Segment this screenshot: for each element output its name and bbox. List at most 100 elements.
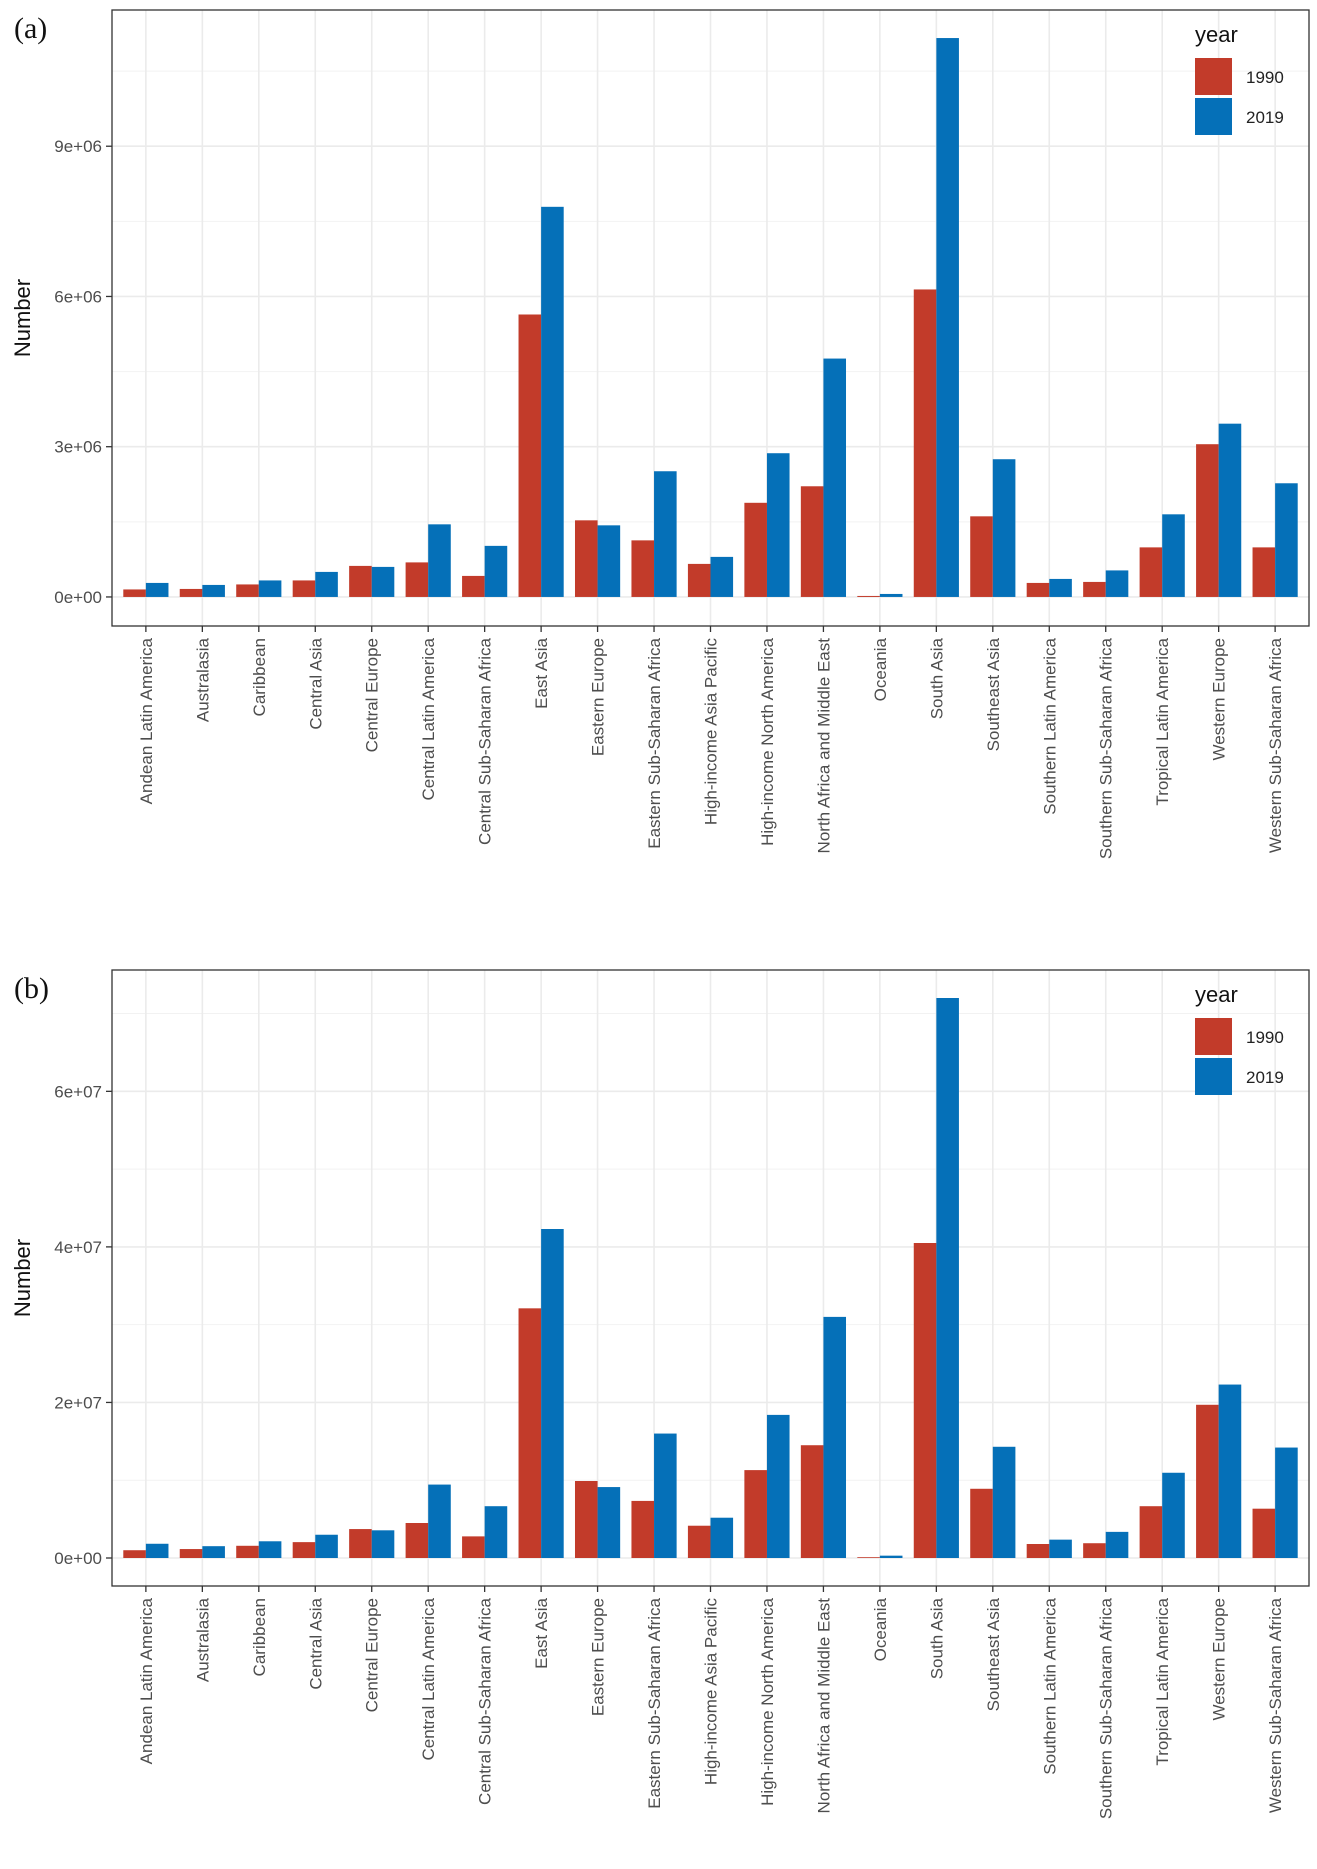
bar-2019-andean-latin-america [145, 582, 169, 597]
legend-key-2019 [1195, 1058, 1232, 1095]
legend-title: year [1195, 982, 1238, 1007]
x-tick-label: High-income Asia Pacific [702, 638, 721, 826]
y-axis-title: Number [10, 279, 35, 357]
bar-2019-central-europe [371, 1530, 395, 1558]
x-tick-label: East Asia [532, 1597, 551, 1668]
bar-1990-oceania [857, 1557, 880, 1558]
bar-1990-east-asia [518, 1308, 542, 1558]
bar-1990-central-sub-saharan-africa [462, 575, 485, 597]
x-tick-label: Western Europe [1210, 1598, 1229, 1721]
bar-1990-eastern-sub-saharan-africa [631, 540, 655, 597]
bar-2019-central-asia [315, 1534, 338, 1558]
bar-1990-caribbean [236, 1545, 259, 1558]
bar-2019-central-latin-america [428, 1484, 451, 1558]
y-tick-label: 2e+07 [54, 1393, 102, 1412]
bar-1990-central-sub-saharan-africa [462, 1536, 485, 1558]
x-tick-label: High-income North America [758, 637, 777, 845]
bar-1990-caribbean [236, 584, 259, 597]
x-tick-label: Australasia [193, 1597, 212, 1682]
x-tick-label: Central Latin America [419, 1597, 438, 1760]
bar-2019-western-europe [1218, 423, 1242, 597]
legend-label-1990: 1990 [1246, 68, 1284, 87]
x-tick-label: Southern Sub-Saharan Africa [1097, 1597, 1116, 1819]
legend-label-1990: 1990 [1246, 1028, 1284, 1047]
bar-1990-north-africa-and-middle-east [800, 486, 824, 597]
bar-2019-central-sub-saharan-africa [484, 1506, 508, 1558]
x-tick-label: Caribbean [250, 638, 269, 716]
bar-2019-western-sub-saharan-africa [1275, 1447, 1298, 1558]
chart-panel-a: 0e+00 3e+06 6e+06 9e+06 Andean Latin America… [10, 9, 1310, 859]
bar-1990-southern-sub-saharan-africa [1083, 1543, 1106, 1558]
bar-1990-western-europe [1196, 1404, 1219, 1558]
x-tick-label: Western Europe [1210, 638, 1229, 761]
y-tick-label: 0e+00 [54, 588, 102, 607]
bar-2019-australasia [202, 584, 225, 597]
y-axis-title: Number [10, 1239, 35, 1317]
bar-2019-tropical-latin-america [1162, 514, 1185, 597]
bar-1990-south-asia [913, 1243, 937, 1558]
bar-1990-central-latin-america [405, 1523, 429, 1558]
bar-2019-high-income-north-america [766, 453, 790, 597]
bar-1990-north-africa-and-middle-east [800, 1445, 824, 1558]
x-tick-label: Eastern Sub-Saharan Africa [645, 1597, 664, 1808]
legend-label-2019: 2019 [1246, 108, 1284, 127]
bar-1990-southeast-asia [970, 1488, 993, 1558]
x-tick-label: Tropical Latin America [1153, 1597, 1172, 1765]
bar-2019-south-asia [936, 38, 959, 597]
bar-1990-tropical-latin-america [1139, 547, 1163, 597]
x-tick-label: Australasia [193, 637, 212, 722]
bar-2019-north-africa-and-middle-east [823, 1316, 847, 1558]
bar-2019-north-africa-and-middle-east [823, 358, 847, 597]
x-tick-label: Oceania [871, 637, 890, 701]
bar-1990-western-sub-saharan-africa [1252, 1508, 1276, 1558]
bar-1990-andean-latin-america [123, 1550, 146, 1558]
bar-2019-andean-latin-america [145, 1543, 169, 1558]
bar-1990-australasia [179, 588, 203, 597]
bar-2019-caribbean [258, 580, 282, 597]
legend-key-2019 [1195, 98, 1232, 135]
x-tick-label: South Asia [927, 637, 946, 719]
bar-2019-eastern-europe [597, 1487, 621, 1558]
legend: year 1990 2019 [1195, 982, 1284, 1095]
legend-title: year [1195, 22, 1238, 47]
x-tick-label: East Asia [532, 637, 551, 708]
bar-2019-southeast-asia [992, 459, 1016, 597]
x-tick-label: Southern Latin America [1040, 637, 1059, 814]
x-tick-label: Tropical Latin America [1153, 637, 1172, 805]
bar-2019-central-asia [315, 571, 338, 597]
bar-1990-east-asia [518, 314, 542, 597]
x-tick-label: High-income Asia Pacific [702, 1598, 721, 1786]
y-tick-label: 6e+06 [54, 287, 102, 306]
x-tick-label: Eastern Europe [589, 1598, 608, 1716]
bar-2019-oceania [879, 593, 903, 597]
bar-1990-high-income-asia-pacific [687, 1525, 711, 1558]
bar-2019-southern-latin-america [1049, 578, 1072, 597]
bar-1990-south-asia [913, 289, 937, 597]
x-tick-label: Central Europe [363, 638, 382, 752]
bar-2019-central-latin-america [428, 524, 451, 597]
bar-1990-southern-latin-america [1026, 1544, 1050, 1558]
bar-2019-southeast-asia [992, 1446, 1016, 1558]
legend: year 1990 2019 [1195, 22, 1284, 135]
bar-1990-andean-latin-america [123, 589, 146, 597]
bar-1990-central-latin-america [405, 562, 429, 597]
bar-1990-eastern-sub-saharan-africa [631, 1500, 655, 1558]
bar-2019-southern-sub-saharan-africa [1105, 570, 1129, 597]
bar-1990-southeast-asia [970, 516, 993, 597]
y-tick-label: 4e+07 [54, 1238, 102, 1257]
bar-1990-central-asia [292, 1542, 316, 1558]
bar-1990-oceania [857, 595, 880, 597]
bar-1990-central-asia [292, 580, 316, 597]
bar-2019-south-asia [936, 998, 959, 1558]
legend-key-1990 [1195, 58, 1232, 95]
x-tick-label: Andean Latin America [137, 1597, 156, 1764]
bar-1990-southern-sub-saharan-africa [1083, 581, 1106, 597]
x-tick-label: Central Europe [363, 1598, 382, 1712]
bar-1990-western-europe [1196, 444, 1219, 597]
bar-1990-high-income-north-america [744, 502, 767, 597]
x-tick-label: Western Sub-Saharan Africa [1266, 637, 1285, 853]
bar-2019-high-income-asia-pacific [710, 556, 734, 597]
x-tick-label: Central Sub-Saharan Africa [476, 1597, 495, 1804]
legend-label-2019: 2019 [1246, 1068, 1284, 1087]
